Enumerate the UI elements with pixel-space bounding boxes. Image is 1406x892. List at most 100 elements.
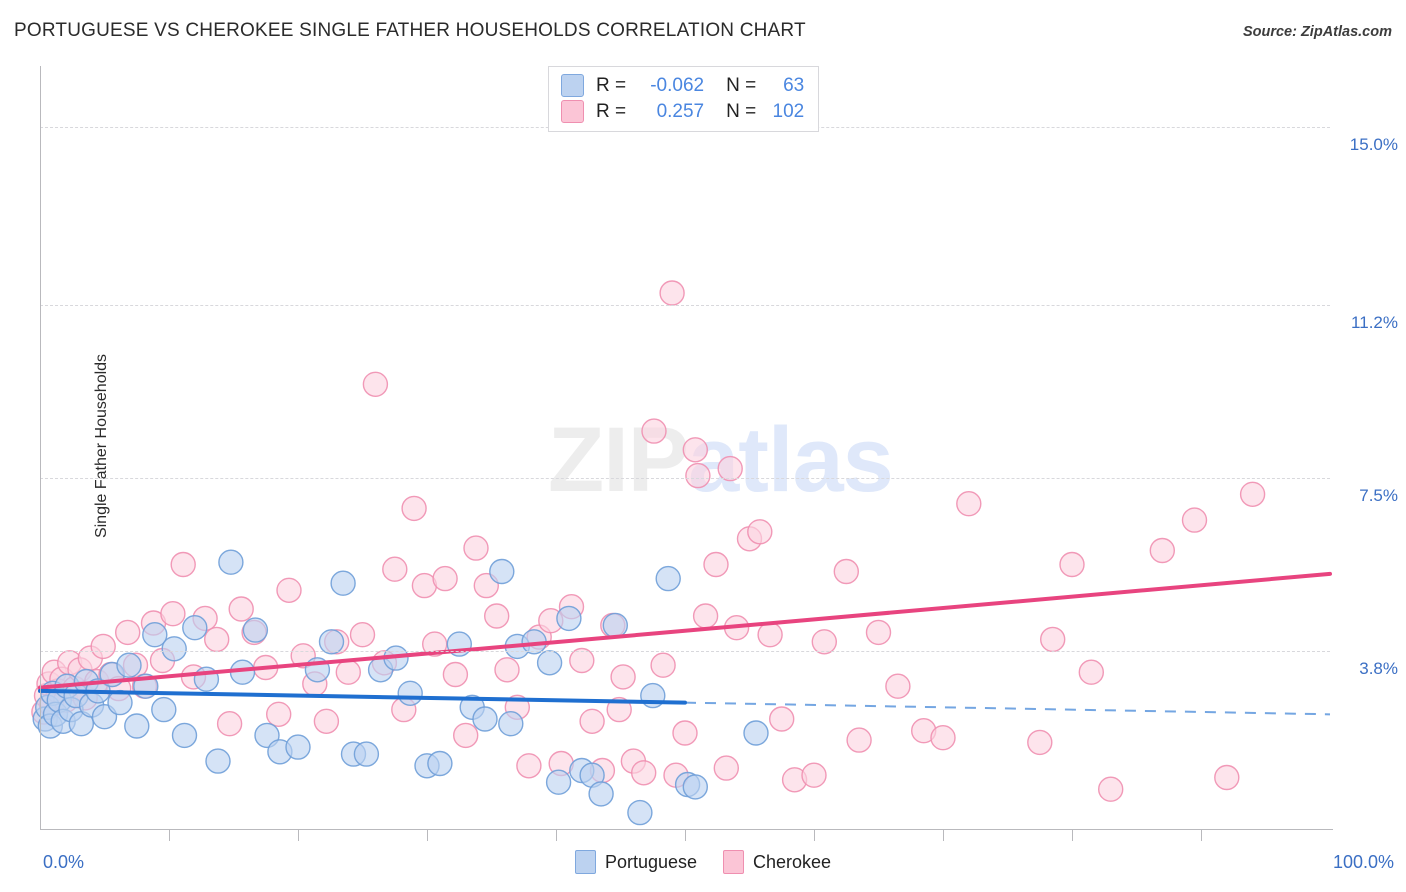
y-axis-tick-label: 3.8% <box>1359 659 1398 679</box>
data-point <box>811 629 837 655</box>
gridline <box>40 304 1330 306</box>
data-point <box>205 748 231 774</box>
data-point <box>743 720 769 746</box>
portuguese-swatch-icon <box>561 74 584 97</box>
series-legend-item-portuguese[interactable]: Portuguese <box>574 850 698 874</box>
data-point <box>650 652 676 678</box>
x-axis-line <box>40 829 1333 830</box>
y-axis-tick-label: 15.0% <box>1349 134 1398 154</box>
y-axis-tick-label: 11.2% <box>1351 312 1398 332</box>
x-axis-tick <box>556 829 557 841</box>
cherokee-trend-line <box>38 571 1332 690</box>
data-point <box>318 629 345 655</box>
data-point <box>606 696 632 723</box>
data-point <box>769 706 795 732</box>
portuguese-legend-swatch-icon <box>574 850 596 874</box>
series-legend-item-cherokee[interactable]: Cherokee <box>723 850 831 874</box>
data-point <box>569 647 595 674</box>
data-point <box>956 491 982 517</box>
data-point <box>1027 729 1053 756</box>
x-axis-tick <box>814 829 815 841</box>
data-point <box>713 755 739 781</box>
data-point <box>692 603 719 629</box>
gridline <box>40 651 1330 653</box>
data-point <box>171 722 198 749</box>
data-point <box>160 601 186 627</box>
data-point <box>703 551 729 578</box>
data-point <box>353 741 380 767</box>
data-point <box>427 750 453 777</box>
data-point <box>330 570 356 596</box>
data-point <box>313 708 340 734</box>
data-point <box>602 612 628 639</box>
x-axis-tick <box>298 829 299 841</box>
data-point <box>142 622 168 648</box>
data-point <box>1214 764 1240 791</box>
data-point <box>453 722 479 749</box>
r-value-cherokee: 0.257 <box>656 100 705 122</box>
data-point <box>216 711 243 737</box>
y-axis-tick-label: 7.5% <box>1359 485 1398 505</box>
data-point <box>1059 551 1085 578</box>
r-value-portuguese: -0.062 <box>650 74 705 96</box>
portuguese-trend-line-projection <box>684 701 1331 716</box>
data-point <box>124 713 150 739</box>
data-point <box>885 673 911 699</box>
data-point <box>801 762 827 788</box>
correlation-legend: R = -0.062 N = 63 R = 0.257 N = 102 <box>548 66 820 132</box>
series-legend: Portuguese Cherokee <box>0 850 1406 874</box>
portuguese-legend-label: Portuguese <box>604 851 698 872</box>
data-point <box>1040 626 1066 653</box>
data-point <box>682 437 708 463</box>
data-point <box>1097 776 1124 802</box>
data-point <box>484 603 510 629</box>
data-point <box>401 495 427 522</box>
data-point <box>682 774 708 800</box>
data-point <box>90 633 116 660</box>
data-point <box>627 799 653 826</box>
data-point <box>182 615 208 641</box>
data-point <box>579 708 605 734</box>
data-point <box>116 652 142 678</box>
data-point <box>472 706 498 732</box>
data-point <box>151 696 177 723</box>
cherokee-legend-swatch-icon <box>723 850 745 874</box>
data-point <box>659 280 685 306</box>
data-point <box>285 734 311 760</box>
data-point <box>685 462 711 489</box>
data-point <box>846 727 872 753</box>
data-point <box>242 617 269 643</box>
data-point <box>672 720 698 746</box>
portuguese-trend-line <box>38 688 687 705</box>
x-axis-tick <box>1201 829 1202 841</box>
data-point <box>494 657 520 683</box>
data-point <box>362 371 389 397</box>
data-point <box>463 535 489 561</box>
data-point <box>489 558 515 585</box>
data-point <box>930 725 956 751</box>
n-label-portuguese: N = <box>726 74 757 96</box>
data-point <box>170 551 196 578</box>
data-point <box>265 701 292 727</box>
data-point <box>655 565 681 592</box>
data-point <box>276 577 302 603</box>
x-axis-tick <box>169 829 170 841</box>
plot-area <box>31 66 1332 829</box>
data-point <box>442 661 469 688</box>
data-point <box>397 680 423 706</box>
x-axis-tick <box>427 829 428 841</box>
data-point <box>747 519 773 545</box>
data-point <box>203 626 230 653</box>
data-point <box>114 619 141 646</box>
r-label-portuguese: R = <box>596 74 627 96</box>
data-point <box>432 565 458 592</box>
data-point <box>631 760 657 786</box>
cherokee-swatch-icon <box>561 100 584 123</box>
x-axis-tick <box>1072 829 1073 841</box>
data-point <box>865 619 892 646</box>
x-axis-tick <box>685 829 686 841</box>
source-label: Source: ZipAtlas.com <box>1242 24 1392 40</box>
data-point <box>516 753 542 779</box>
data-point <box>1239 481 1266 507</box>
